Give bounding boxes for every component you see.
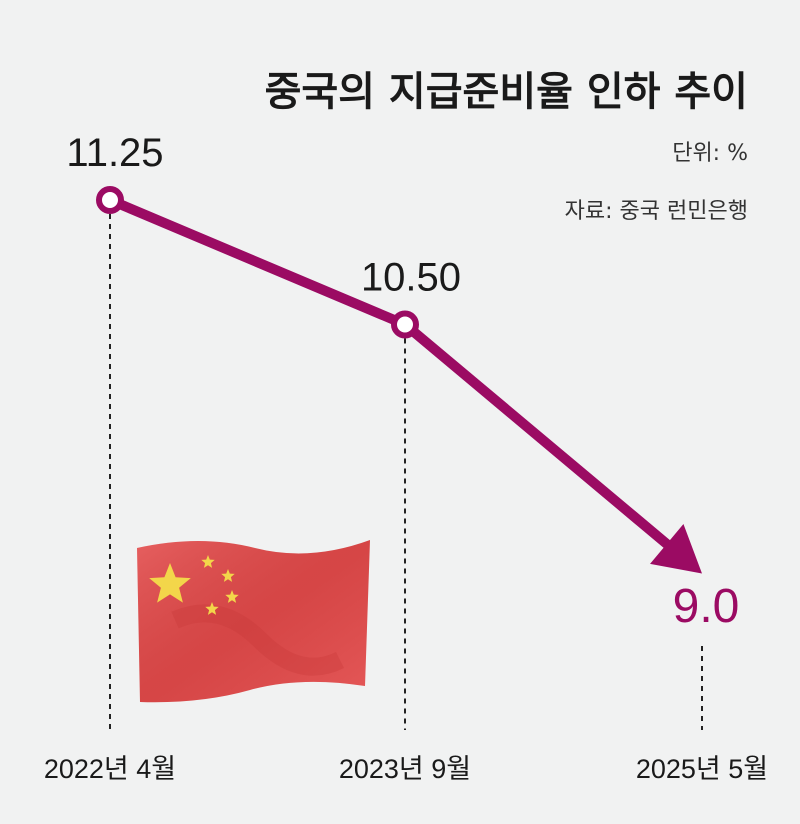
x-label-2: 2023년 9월	[339, 754, 471, 784]
x-label-3: 2025년 5월	[636, 754, 768, 784]
flag-big-star	[149, 563, 191, 603]
flag-small-star-4	[205, 602, 219, 615]
flag-small-star-2	[221, 569, 235, 582]
series-path	[105, 195, 672, 549]
unit-label: 단위: %	[672, 141, 748, 166]
value-label-2: 10.50	[361, 256, 461, 300]
trend-arrowhead	[650, 524, 702, 574]
flag-small-star-1	[201, 555, 215, 568]
china-flag-icon	[137, 540, 370, 703]
chart-title: 중국의 지급준비율 인하 추이	[265, 69, 748, 115]
drop-lines	[109, 214, 703, 730]
point-markers	[96, 186, 419, 339]
source-label: 자료: 중국 런민은행	[565, 199, 748, 224]
flag-small-star-3	[225, 590, 239, 603]
value-label-1: 11.25	[66, 131, 163, 175]
point-marker-1	[96, 186, 124, 214]
x-axis-labels: 2022년 4월 2023년 9월 2025년 5월	[44, 754, 768, 784]
x-label-1: 2022년 4월	[44, 754, 176, 784]
value-labels: 11.25 10.50 9.0	[66, 131, 739, 633]
value-label-3: 9.0	[673, 580, 740, 633]
point-marker-2	[391, 310, 419, 339]
